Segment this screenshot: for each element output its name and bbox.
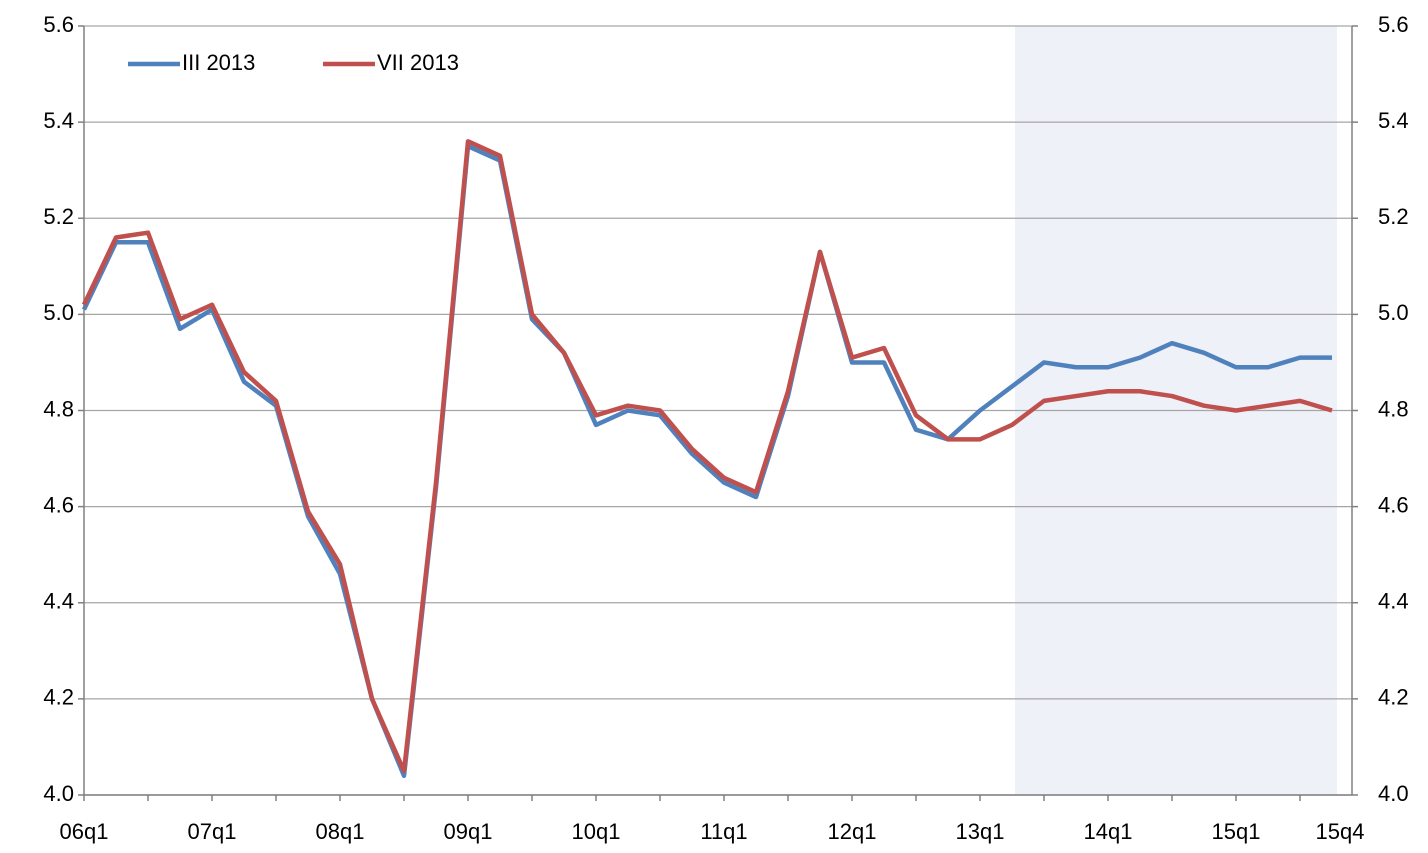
y-tick-label: 5.2 — [43, 204, 74, 229]
legend-label: III 2013 — [182, 50, 255, 75]
x-tick-label: 15q4 — [1316, 819, 1365, 844]
y-tick-label: 4.8 — [43, 396, 74, 421]
x-tick-label: 14q1 — [1084, 819, 1133, 844]
y-tick-label: 4.2 — [43, 685, 74, 710]
x-tick-label: 11q1 — [700, 819, 747, 844]
x-tick-label: 08q1 — [316, 819, 365, 844]
y2-tick-label: 5.2 — [1378, 204, 1409, 229]
y2-tick-label: 4.4 — [1378, 589, 1409, 614]
y2-tick-label: 5.0 — [1378, 300, 1409, 325]
series-line — [81, 139, 1333, 774]
x-tick-label: 15q1 — [1212, 819, 1261, 844]
y2-tick-label: 4.2 — [1378, 685, 1409, 710]
y-tick-label: 4.0 — [43, 781, 74, 806]
y2-tick-label: 4.0 — [1378, 781, 1409, 806]
y-tick-label: 5.0 — [43, 300, 74, 325]
y2-tick-label: 5.4 — [1378, 108, 1409, 133]
y-tick-label: 5.6 — [43, 12, 74, 37]
x-tick-label: 06q1 — [60, 819, 109, 844]
x-tick-label: 07q1 — [188, 819, 237, 844]
x-tick-label: 10q1 — [572, 819, 621, 844]
x-tick-label: 13q1 — [956, 819, 1005, 844]
y2-tick-label: 4.6 — [1378, 492, 1409, 517]
y-tick-label: 5.4 — [43, 108, 74, 133]
y2-tick-label: 4.8 — [1378, 396, 1409, 421]
y2-tick-label: 5.6 — [1378, 12, 1409, 37]
y-tick-label: 4.6 — [43, 492, 74, 517]
legend-label: VII 2013 — [377, 50, 459, 75]
x-tick-label: 09q1 — [444, 819, 493, 844]
y-tick-label: 4.4 — [43, 589, 74, 614]
x-tick-label: 12q1 — [828, 819, 877, 844]
